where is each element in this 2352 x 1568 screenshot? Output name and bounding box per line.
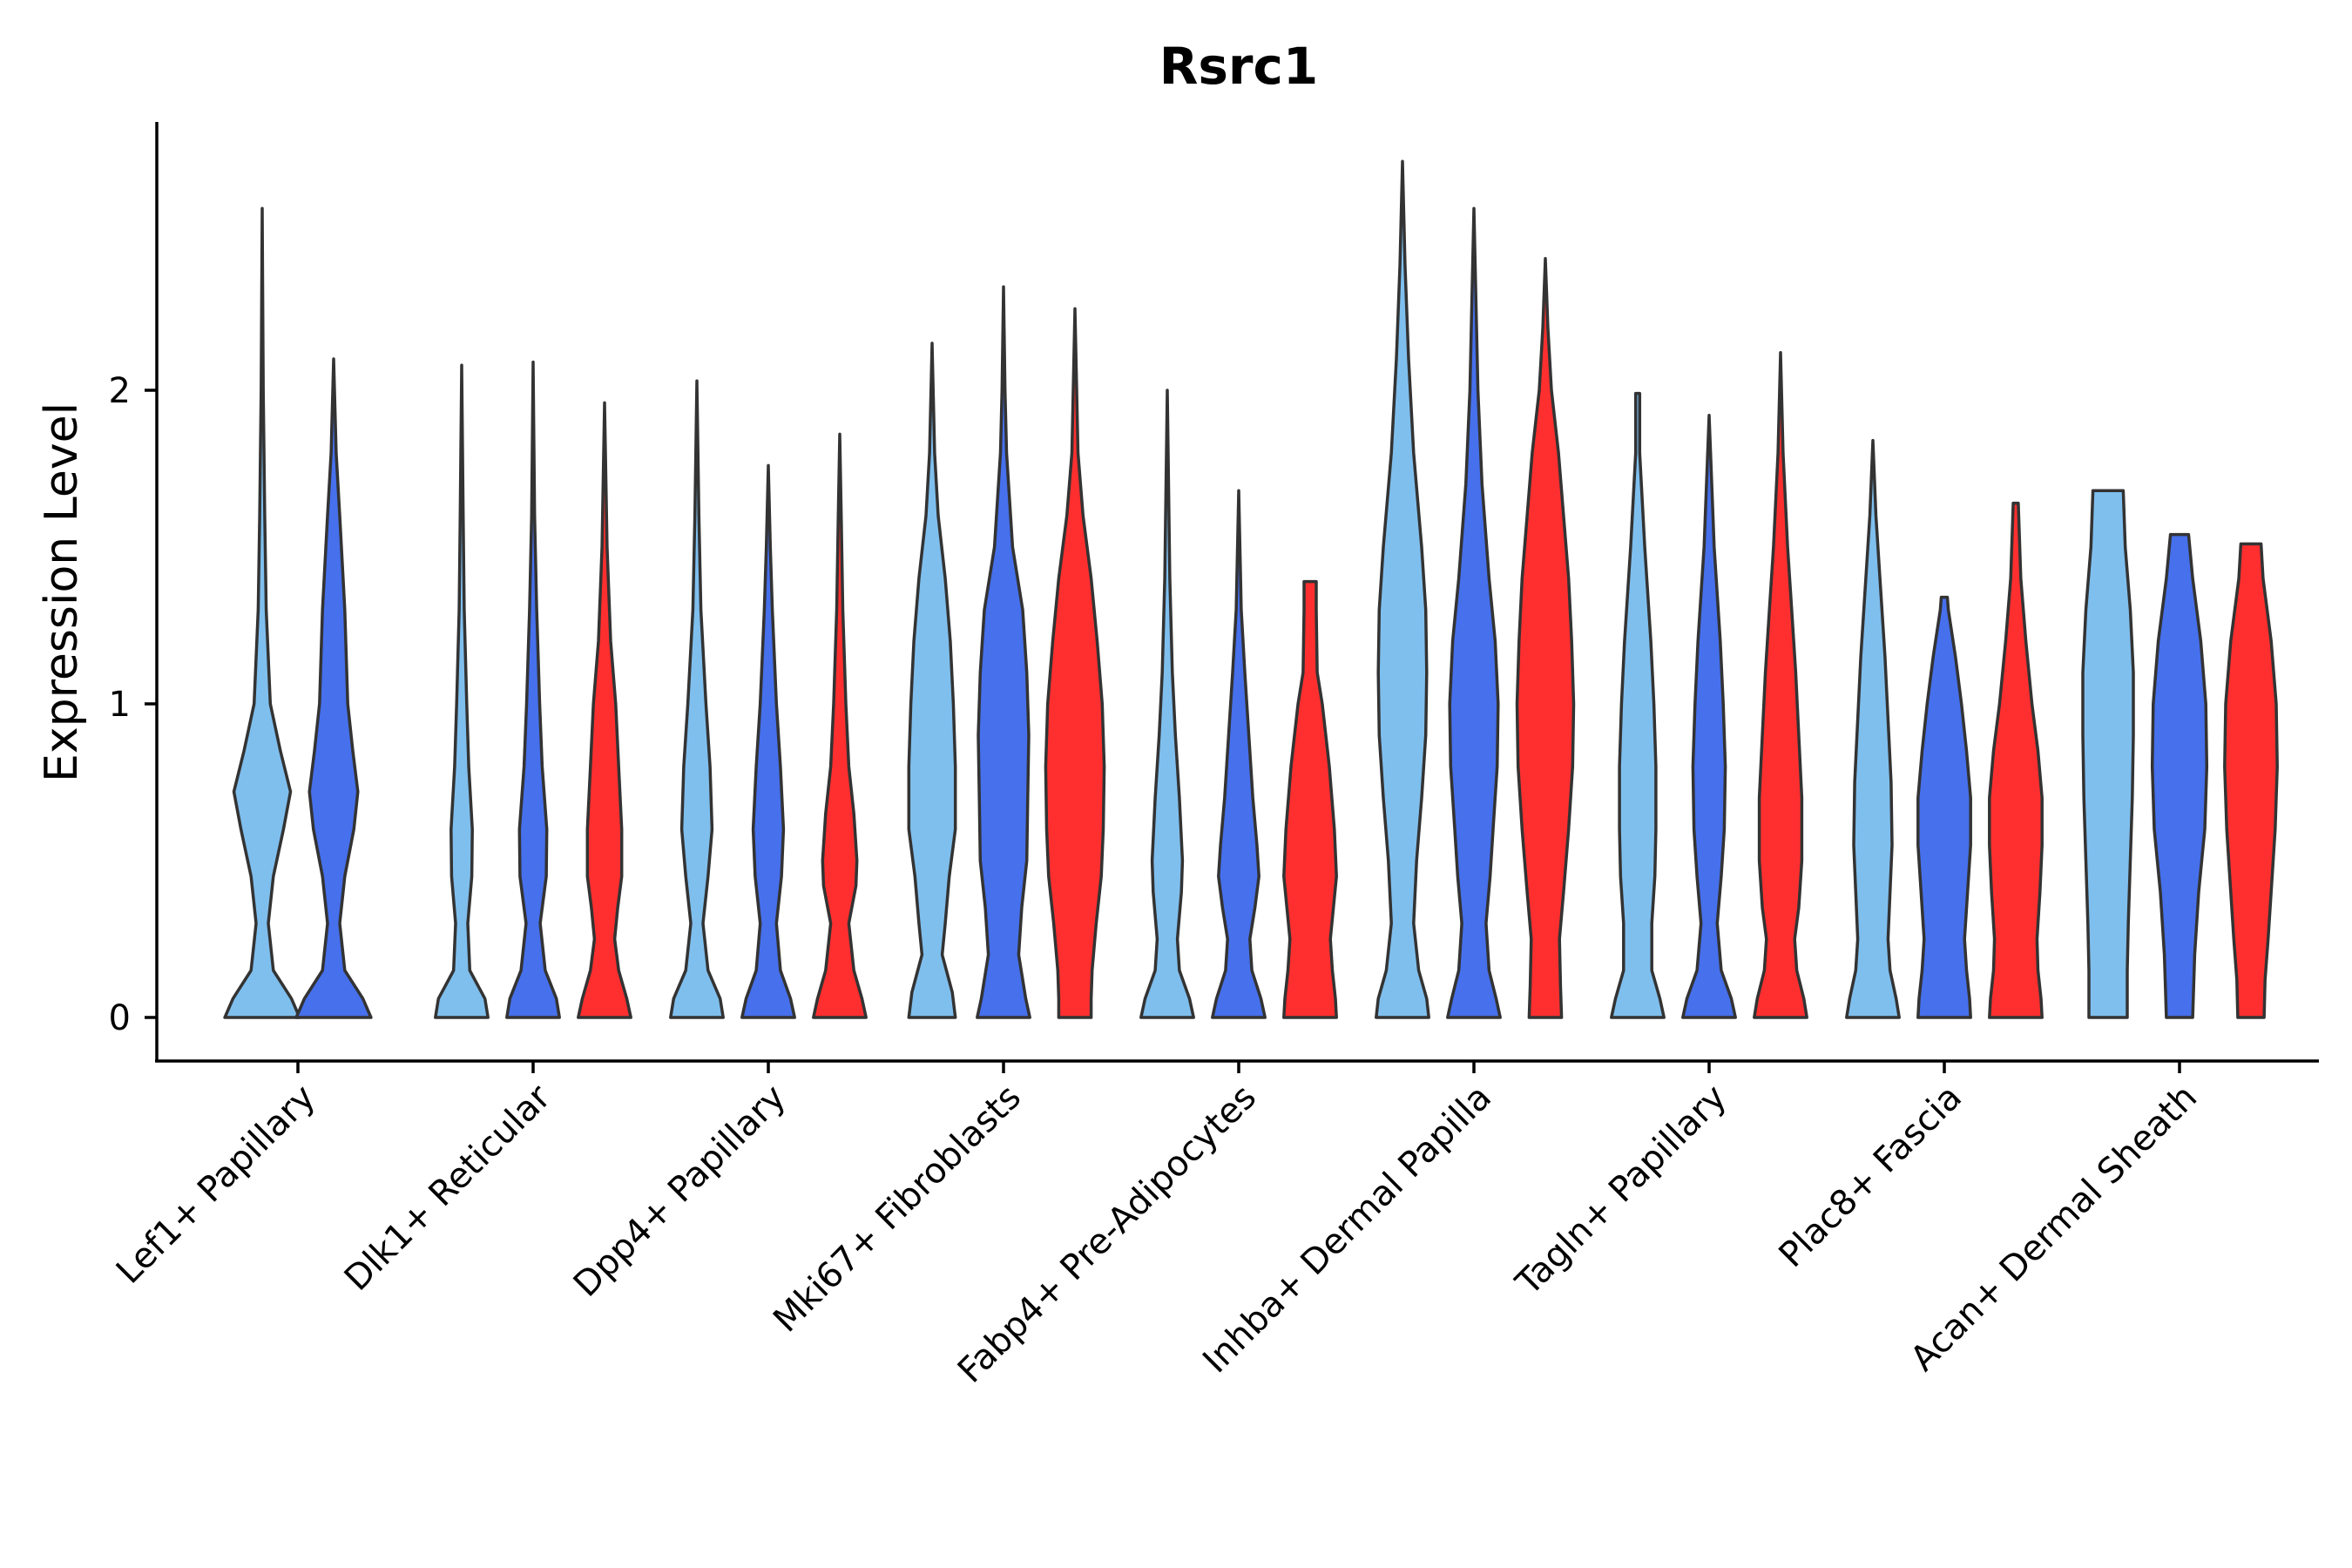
violin-inhba-dermal-papilla-group-3 — [1515, 257, 1576, 1019]
violin-tagln-papillary-group-2 — [1681, 414, 1737, 1019]
violin-mki67-fibroblasts-group-2 — [976, 285, 1031, 1019]
violin-mki67-fibroblasts-group-1 — [907, 341, 957, 1019]
violin-acan-dermal-sheath-group-2 — [2150, 532, 2209, 1019]
violin-dpp4-papillary-group-2 — [740, 463, 796, 1019]
x-tick-label-plac8-fascia: Plac8+ Fascia — [1772, 1078, 1970, 1276]
violin-acan-dermal-sheath-group-3 — [2223, 542, 2279, 1019]
violin-dpp4-papillary-group-1 — [669, 379, 725, 1019]
violin-dpp4-papillary-group-3 — [812, 432, 868, 1019]
violin-dlk1-reticular-group-1 — [434, 363, 490, 1019]
violin-fabp4-pre-adipocytes-group-2 — [1211, 489, 1267, 1019]
violin-plac8-fascia-group-2 — [1916, 595, 1972, 1019]
y-axis-label: Expression Level — [36, 402, 88, 782]
y-tick-label-2: 2 — [109, 371, 131, 411]
x-tick-label-dlk1-reticular: Dlk1+ Reticular — [337, 1077, 559, 1299]
violin-lef1-papillary-group-1 — [223, 206, 301, 1019]
x-tick-label-tagln-papillary: Tagln+ Papillary — [1508, 1078, 1734, 1304]
y-ticks: 0 1 2 — [109, 371, 157, 1038]
violin-dlk1-reticular-group-3 — [577, 401, 632, 1019]
violin-fabp4-pre-adipocytes-group-3 — [1282, 579, 1338, 1019]
violin-mki67-fibroblasts-group-3 — [1044, 307, 1106, 1019]
violin-inhba-dermal-papilla-group-2 — [1446, 206, 1502, 1019]
x-tick-label-lef1-papillary: Lef1+ Papillary — [109, 1078, 323, 1292]
violin-fabp4-pre-adipocytes-group-1 — [1139, 389, 1195, 1019]
violin-plac8-fascia-group-3 — [1988, 501, 2044, 1019]
y-tick-label-0: 0 — [109, 998, 131, 1038]
y-tick-label-1: 1 — [109, 685, 131, 725]
violin-inhba-dermal-papilla-group-1 — [1375, 159, 1430, 1019]
violin-lef1-papillary-group-2 — [294, 357, 373, 1019]
violins-layer — [223, 159, 2279, 1019]
violin-dlk1-reticular-group-2 — [505, 360, 561, 1019]
x-tick-label-dpp4-papillary: Dpp4+ Papillary — [566, 1078, 794, 1305]
violin-acan-dermal-sheath-group-1 — [2081, 489, 2135, 1019]
x-ticks: Lef1+ Papillary Dlk1+ Reticular Dpp4+ Papi… — [109, 1061, 2205, 1391]
violin-plac8-fascia-group-1 — [1845, 438, 1901, 1019]
x-tick-label-mki67-fibroblasts: Mki67+ Fibroblasts — [766, 1078, 1029, 1341]
violin-tagln-papillary-group-1 — [1610, 391, 1666, 1019]
violin-tagln-papillary-group-3 — [1753, 351, 1808, 1019]
chart-title: Rsrc1 — [1159, 37, 1319, 96]
